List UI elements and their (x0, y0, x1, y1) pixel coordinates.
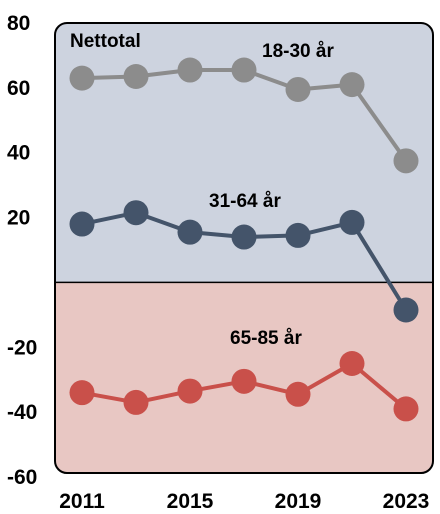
data-point (177, 57, 203, 83)
series-label: 18-30 år (262, 41, 334, 62)
data-point (123, 389, 149, 415)
y-tick-label: -60 (7, 466, 37, 489)
plot-frame (54, 22, 434, 474)
y-tick-label: 20 (7, 207, 30, 230)
data-point (69, 65, 95, 91)
data-point (339, 72, 365, 98)
data-point (177, 378, 203, 404)
chart-title: Nettotal (70, 31, 141, 52)
background-bands (55, 23, 433, 473)
data-point (123, 64, 149, 90)
x-tick-label: 2023 (383, 490, 430, 513)
y-tick-label: -40 (7, 401, 37, 424)
data-point (177, 219, 203, 245)
y-tick-label: -20 (7, 336, 37, 359)
series-2: 31-64 år (69, 191, 419, 323)
x-axis-ticks: 2011 2015 2019 2023 (59, 490, 429, 513)
series-label: 65-85 år (230, 328, 302, 349)
data-point (123, 200, 149, 226)
data-point (339, 209, 365, 235)
x-tick-label: 2019 (275, 490, 322, 513)
x-tick-label: 2015 (167, 490, 214, 513)
series-label: 31-64 år (209, 191, 281, 212)
x-tick-label: 2011 (59, 490, 105, 513)
data-point (69, 211, 95, 237)
y-axis-ticks: 80 60 40 20 -20 -40 -60 (7, 12, 37, 489)
data-point (231, 368, 257, 394)
series-layer: 18-30 år 31-64 år 65-85 år (69, 41, 419, 422)
data-point (393, 396, 419, 422)
series-3: 65-85 år (69, 328, 419, 422)
data-point (69, 380, 95, 406)
data-point (285, 76, 311, 102)
y-tick-label: 60 (7, 77, 30, 100)
data-point (339, 351, 365, 376)
y-tick-label: 80 (7, 12, 30, 35)
series-1: 18-30 år (69, 41, 419, 174)
data-point (285, 381, 311, 407)
data-point (231, 57, 257, 83)
data-point (231, 224, 257, 250)
data-point (285, 222, 311, 248)
data-point (393, 297, 419, 323)
data-point (393, 148, 419, 174)
y-tick-label: 40 (7, 142, 30, 165)
